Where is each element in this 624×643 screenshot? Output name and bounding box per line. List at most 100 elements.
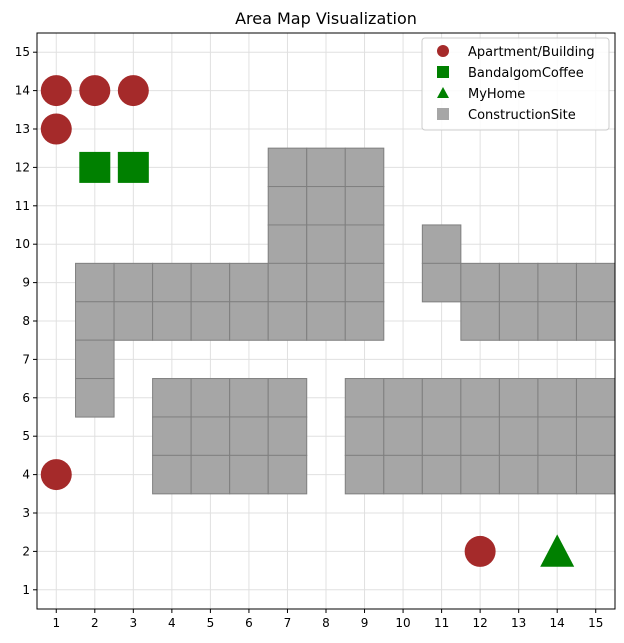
constructionsite-marker xyxy=(113,262,154,303)
constructionsite-marker xyxy=(229,301,269,341)
legend: Apartment/Building BandalgomCoffee MyHome C… xyxy=(421,37,610,131)
legend-marker-bandalgomcoffee xyxy=(437,66,449,78)
constructionsite-marker xyxy=(306,262,346,303)
x-tick-label: 7 xyxy=(284,616,292,630)
constructionsite-marker xyxy=(537,416,577,456)
apartment-building-marker xyxy=(464,535,496,567)
x-tick-label: 3 xyxy=(130,616,138,630)
constructionsite-marker xyxy=(190,262,231,303)
constructionsite-marker xyxy=(267,224,308,264)
apartment-building-marker xyxy=(79,75,111,107)
constructionsite-marker xyxy=(383,454,423,495)
constructionsite-marker xyxy=(498,301,539,341)
constructionsite-marker xyxy=(344,262,385,303)
x-tick-label: 14 xyxy=(550,616,565,630)
constructionsite-marker xyxy=(75,339,115,380)
constructionsite-marker xyxy=(267,454,308,495)
constructionsite-marker xyxy=(267,378,308,418)
constructionsite-marker xyxy=(306,301,346,341)
constructionsite-marker xyxy=(229,416,269,456)
constructionsite-marker xyxy=(421,262,462,303)
y-tick-label: 2 xyxy=(22,544,30,558)
constructionsite-marker xyxy=(421,378,462,418)
constructionsite-marker xyxy=(575,301,616,341)
constructionsite-marker xyxy=(229,262,269,303)
constructionsite-marker xyxy=(152,378,192,418)
constructionsite-marker xyxy=(344,454,385,495)
constructionsite-marker xyxy=(344,147,385,188)
x-tick-label: 10 xyxy=(395,616,410,630)
constructionsite-marker xyxy=(498,378,539,418)
legend-label-myhome: MyHome xyxy=(468,87,525,102)
legend-box xyxy=(421,37,610,131)
y-tick-label: 8 xyxy=(22,314,30,328)
constructionsite-marker xyxy=(537,301,577,341)
constructionsite-marker xyxy=(460,378,500,418)
x-tick-label: 15 xyxy=(588,616,603,630)
constructionsite-marker xyxy=(575,454,616,495)
constructionsite-marker xyxy=(421,416,462,456)
apartment-building-marker xyxy=(40,75,72,107)
x-tick-label: 6 xyxy=(245,616,253,630)
constructionsite-marker xyxy=(229,378,269,418)
constructionsite-marker xyxy=(344,186,385,226)
legend-marker-constructionsite xyxy=(437,108,449,120)
constructionsite-marker xyxy=(383,416,423,456)
legend-marker-apartment-building xyxy=(437,45,449,57)
constructionsite-marker xyxy=(460,454,500,495)
bandalgomcoffee-marker xyxy=(79,151,111,183)
constructionsite-marker xyxy=(190,416,231,456)
constructionsite-marker xyxy=(229,454,269,495)
constructionsite-marker xyxy=(152,454,192,495)
constructionsite-marker xyxy=(344,378,385,418)
y-tick-label: 14 xyxy=(15,84,30,98)
y-tick-label: 10 xyxy=(15,237,30,251)
constructionsite-marker xyxy=(421,224,462,264)
x-tick-label: 5 xyxy=(207,616,215,630)
constructionsite-marker xyxy=(190,301,231,341)
constructionsite-marker xyxy=(152,416,192,456)
y-tick-label: 9 xyxy=(22,276,30,290)
constructionsite-marker xyxy=(75,378,115,418)
constructionsite-marker xyxy=(344,416,385,456)
constructionsite-marker xyxy=(113,301,154,341)
constructionsite-marker xyxy=(575,262,616,303)
constructionsite-marker xyxy=(190,378,231,418)
constructionsite-marker xyxy=(306,147,346,188)
constructionsite-marker xyxy=(383,378,423,418)
constructionsite-marker xyxy=(575,378,616,418)
constructionsite-marker xyxy=(152,301,192,341)
constructionsite-marker xyxy=(152,262,192,303)
constructionsite-marker xyxy=(75,301,115,341)
constructionsite-marker xyxy=(267,301,308,341)
constructionsite-marker xyxy=(306,186,346,226)
y-tick-label: 4 xyxy=(22,468,30,482)
constructionsite-marker xyxy=(460,301,500,341)
x-tick-label: 8 xyxy=(322,616,330,630)
constructionsite-marker xyxy=(306,224,346,264)
x-axis: 1 2 3 4 5 6 7 8 9 10 11 12 13 14 15 xyxy=(52,609,603,630)
plot-area xyxy=(40,75,616,567)
constructionsite-marker xyxy=(267,416,308,456)
chart-title: Area Map Visualization xyxy=(235,9,417,28)
constructionsite-marker xyxy=(267,262,308,303)
x-tick-label: 12 xyxy=(472,616,487,630)
y-tick-label: 6 xyxy=(22,391,30,405)
y-tick-label: 13 xyxy=(15,122,30,136)
constructionsite-marker xyxy=(498,416,539,456)
legend-label-bandalgomcoffee: BandalgomCoffee xyxy=(468,66,584,81)
apartment-building-marker xyxy=(40,113,72,145)
constructionsite-marker xyxy=(460,262,500,303)
constructionsite-marker xyxy=(537,454,577,495)
y-tick-label: 7 xyxy=(22,352,30,366)
constructionsite-marker xyxy=(344,301,385,341)
x-tick-label: 13 xyxy=(511,616,526,630)
y-tick-label: 3 xyxy=(22,506,30,520)
constructionsite-marker xyxy=(537,378,577,418)
x-tick-label: 2 xyxy=(91,616,99,630)
constructionsite-marker xyxy=(421,454,462,495)
constructionsite-marker xyxy=(498,262,539,303)
constructionsite-marker xyxy=(498,454,539,495)
